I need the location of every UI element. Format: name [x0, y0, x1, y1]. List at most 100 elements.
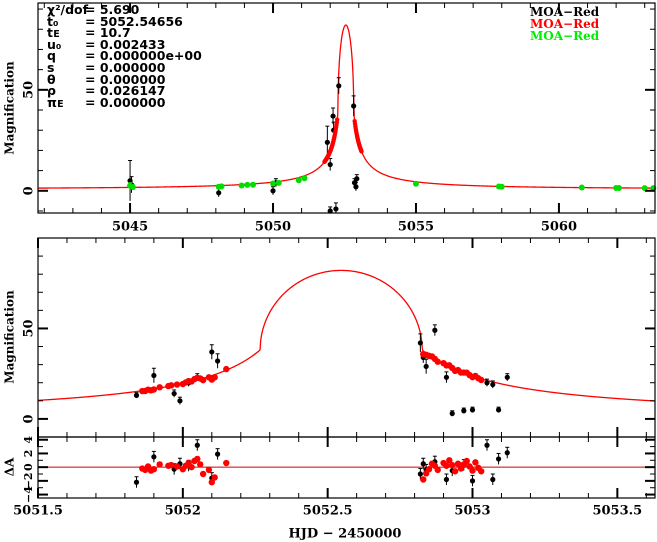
residual-red-point: [451, 468, 459, 475]
residual-red-point: [454, 460, 462, 467]
residual-red-point: [420, 476, 427, 483]
overview-black-point: [354, 176, 360, 182]
legend-entry: MOA−Red: [530, 17, 600, 31]
overview-green-point: [129, 184, 136, 191]
overview-y-tick-label: 0: [22, 186, 37, 195]
zoom-black-point: [209, 349, 215, 355]
residual-red-point: [446, 457, 453, 464]
parameter-value: = 5.690: [85, 2, 140, 17]
residual-black-point: [420, 461, 426, 467]
zoom-x-tick-label: 5051.5: [13, 504, 63, 519]
residual-y-axis-label: ΔA: [3, 457, 17, 476]
zoom-red-point: [211, 374, 218, 381]
legend-entry: MOA−Red: [530, 5, 600, 19]
parameter-value: = 0.000000: [85, 59, 166, 75]
residual-black-point: [417, 471, 423, 477]
parameter-value: = 10.7: [85, 25, 131, 41]
overview-green-point: [295, 177, 302, 184]
overview-black-point: [324, 139, 330, 145]
zoom-black-point: [423, 363, 429, 370]
residual-red-point: [205, 466, 213, 474]
zoom-black-point: [151, 372, 157, 379]
zoom-black-point: [443, 374, 450, 380]
overview-green-point: [218, 183, 225, 190]
overview-green-point: [615, 184, 622, 191]
residual-red-point: [463, 457, 470, 465]
zoom-x-tick-label: 5053: [454, 504, 490, 519]
fit-parameters: χ²/dof= 5.690 t₀ = 5052.54656 tᴇ = 10.7 u₀ = 0…: [47, 2, 202, 110]
zoom-black-point: [484, 380, 490, 386]
overview-black-point: [336, 83, 342, 89]
overview-x-tick-label: 5050: [255, 220, 291, 235]
overview-green-point: [244, 181, 251, 188]
zoom-black-point: [490, 381, 496, 388]
residual-red-point: [211, 474, 218, 481]
residual-red-point: [223, 459, 230, 467]
residual-red-point: [425, 466, 433, 473]
overview-x-tick-label: 5060: [541, 220, 577, 235]
overview-black-point: [351, 103, 357, 109]
zoom-black-point: [432, 327, 438, 333]
overview-black-point: [216, 190, 222, 196]
overview-model-curve: [38, 24, 655, 189]
overview-y-axis-label: Magnification: [3, 61, 17, 155]
parameter-symbol: t₀: [47, 13, 59, 29]
residual-red-point: [469, 467, 476, 474]
residual-red-point: [197, 461, 204, 468]
zoom-x-tick-label: 5052.5: [303, 504, 353, 519]
residual-black-point: [469, 478, 476, 484]
residual-red-point: [173, 463, 181, 470]
zoom-red-point: [223, 365, 230, 373]
parameter-symbol: tᴇ: [47, 25, 60, 41]
parameter-symbol: πᴇ: [47, 94, 64, 110]
parameter-value: = 0.000000e+00: [85, 48, 202, 64]
zoom-red-point: [434, 358, 441, 365]
zoom-black-point: [504, 374, 510, 380]
zoom-black-point: [133, 392, 140, 398]
residual-red-point: [443, 462, 450, 469]
zoom-black-point: [417, 340, 423, 346]
residual-black-point: [443, 476, 450, 483]
zoom-black-point: [461, 408, 467, 414]
overview-green-point: [578, 184, 585, 191]
fit-parameter-row: t₀ = 5052.54656: [47, 13, 202, 29]
fit-parameter-row: χ²/dof= 5.690: [47, 2, 202, 17]
zoom-red-point: [199, 376, 207, 384]
overview-black-point: [327, 161, 333, 168]
overview-black-point: [353, 184, 359, 190]
overview-red-point: [359, 149, 364, 154]
overview-x-tick-label: 5045: [112, 220, 148, 235]
residual-red-point: [434, 466, 441, 474]
residual-red-point: [199, 470, 207, 478]
zoom-red-point: [173, 381, 181, 388]
residual-black-point: [133, 479, 140, 485]
residual-black-point: [214, 451, 221, 457]
residual-red-point: [472, 459, 479, 466]
zoom-y-axis-label: Magnification: [3, 290, 17, 384]
parameter-value: = 0.002433: [85, 36, 166, 52]
overview-green-point: [498, 183, 505, 190]
fit-parameter-row: πᴇ = 0.000000: [47, 94, 202, 110]
overview-black-point: [330, 113, 336, 119]
parameter-value: = 0.000000: [85, 94, 166, 110]
zoom-frame: [37, 237, 656, 438]
overview-black-point: [333, 206, 339, 212]
residual-red-point: [150, 466, 158, 473]
overview-y-tick-label: 50: [22, 81, 37, 99]
overview-green-point: [270, 180, 277, 187]
fit-parameter-row: ρ = 0.026147: [47, 84, 202, 97]
zoom-black-point: [495, 407, 502, 413]
parameter-symbol: u₀: [47, 36, 62, 52]
zoom-black-point: [449, 410, 455, 417]
residual-red-point: [194, 455, 201, 463]
zoom-y-tick-label: 50: [22, 319, 37, 337]
zoom-red-point: [150, 386, 158, 393]
overview-black-point: [270, 188, 276, 194]
parameter-symbol: χ²/dof: [47, 2, 89, 17]
overview-green-point: [250, 181, 257, 188]
zoom-y-tick-label: 0: [22, 414, 37, 423]
overview-green-point: [275, 179, 282, 186]
residual-black-point: [495, 456, 502, 462]
overview-green-point: [238, 182, 245, 189]
